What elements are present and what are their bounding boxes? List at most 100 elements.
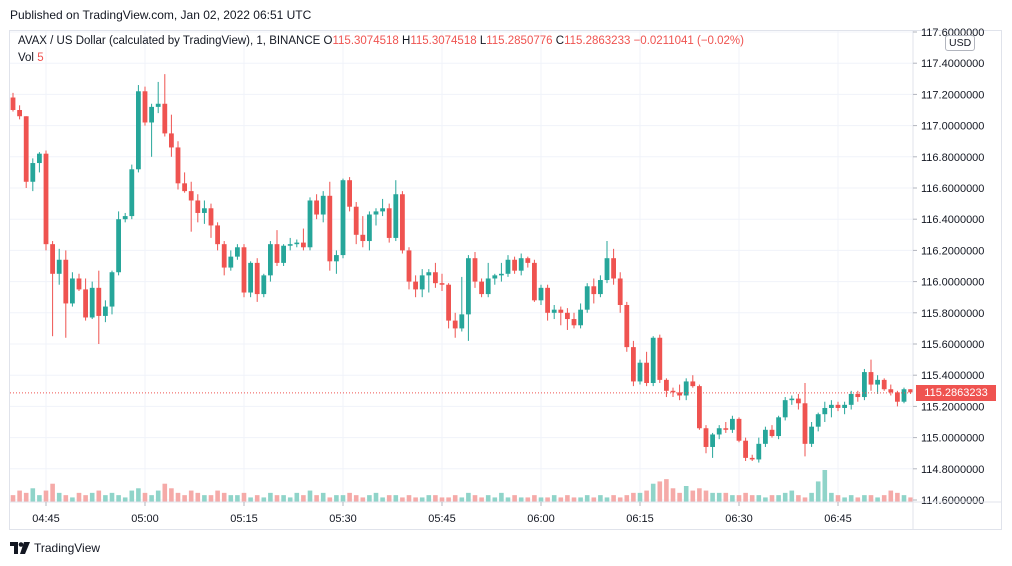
volume-bar — [76, 492, 82, 502]
candle-body — [162, 103, 168, 134]
candle-body — [109, 272, 115, 307]
volume-bar — [347, 492, 352, 502]
volume-bar — [175, 492, 181, 502]
volume-bar — [730, 495, 735, 502]
candle-body — [56, 259, 62, 274]
volume-bar — [901, 495, 907, 502]
candle-body — [294, 242, 300, 245]
volume-bar — [37, 495, 42, 502]
candle — [677, 384, 682, 401]
candle-body — [261, 275, 267, 295]
candle-body — [796, 398, 801, 404]
volume-bar — [426, 495, 432, 502]
candle — [129, 164, 135, 220]
candle-body — [736, 418, 742, 441]
candle-body — [367, 214, 372, 242]
candle — [294, 239, 300, 248]
volume-bar — [789, 490, 795, 502]
candle — [888, 384, 894, 396]
candle-body — [763, 429, 768, 444]
candle — [703, 425, 709, 454]
candle — [188, 181, 194, 232]
volume-bar — [96, 490, 102, 502]
chart-frame[interactable] — [9, 30, 1002, 530]
candle — [670, 387, 676, 398]
volume-bar — [888, 490, 894, 502]
candle-body — [532, 262, 537, 301]
candle-body — [809, 426, 814, 444]
candle-body — [142, 91, 148, 123]
price-tick-label: 117.4000000 — [921, 58, 984, 70]
price-tick-label: 117.2000000 — [921, 89, 984, 101]
price-tick-label: 116.0000000 — [921, 277, 984, 289]
candle-body — [136, 91, 141, 170]
candle — [848, 390, 854, 410]
volume-bar — [512, 495, 517, 502]
candle-body — [624, 305, 630, 348]
candle-body — [776, 417, 781, 437]
volume-bar — [70, 497, 75, 502]
footer-brand[interactable]: TradingView — [10, 541, 100, 555]
candle-body — [413, 281, 418, 290]
volume-bar — [301, 495, 306, 502]
candle — [782, 397, 788, 421]
volume-bar — [532, 495, 537, 502]
candle-body — [538, 287, 544, 301]
candle-body — [512, 259, 517, 271]
candle — [50, 241, 55, 337]
time-tick-label: 06:30 — [725, 513, 753, 525]
candle — [518, 253, 524, 276]
candle — [551, 305, 557, 320]
candle — [287, 237, 293, 251]
high-label: H — [402, 35, 411, 47]
candle-body — [360, 234, 366, 242]
candle-body — [241, 247, 247, 293]
candle — [895, 390, 900, 407]
volume-bar — [63, 495, 69, 502]
volume-bar — [505, 497, 511, 502]
candle — [730, 415, 735, 433]
candle-body — [835, 404, 841, 408]
candle-body — [730, 418, 735, 430]
volume-bar — [558, 497, 564, 502]
candle-body — [888, 389, 894, 393]
volume-bar — [697, 488, 702, 502]
volume-bar — [17, 490, 22, 502]
candle — [452, 312, 458, 338]
volume-bar — [545, 497, 550, 502]
candle-body — [459, 314, 465, 329]
volume-bar — [591, 497, 597, 502]
volume-bar — [241, 492, 247, 502]
currency-badge[interactable]: USD — [945, 35, 976, 51]
candle-body — [175, 147, 181, 184]
volume-bar — [868, 495, 874, 502]
candle — [182, 172, 187, 193]
candle — [815, 412, 821, 432]
candle-body — [182, 183, 187, 192]
candle — [776, 415, 781, 440]
volume-bar — [129, 490, 135, 502]
price-tick-label: 116.4000000 — [921, 214, 984, 226]
candle — [492, 273, 498, 285]
volume-bar — [578, 497, 583, 502]
volume-bar — [657, 481, 663, 502]
candle — [710, 432, 715, 458]
candle-body — [202, 208, 207, 213]
volume-bar — [908, 497, 913, 502]
volume-bar — [386, 495, 392, 502]
candle — [56, 248, 62, 285]
candle — [10, 92, 16, 112]
volume-bar — [23, 492, 29, 502]
volume-bar — [677, 492, 682, 502]
volume-bar — [89, 492, 95, 502]
candle — [611, 248, 616, 285]
candle-body — [802, 403, 808, 444]
candle — [499, 262, 504, 282]
candle-body — [545, 287, 550, 313]
candle — [43, 150, 49, 251]
candle-body — [862, 372, 867, 398]
volume-bar — [103, 495, 108, 502]
volume-bar — [598, 495, 603, 502]
volume-bar — [644, 490, 649, 502]
